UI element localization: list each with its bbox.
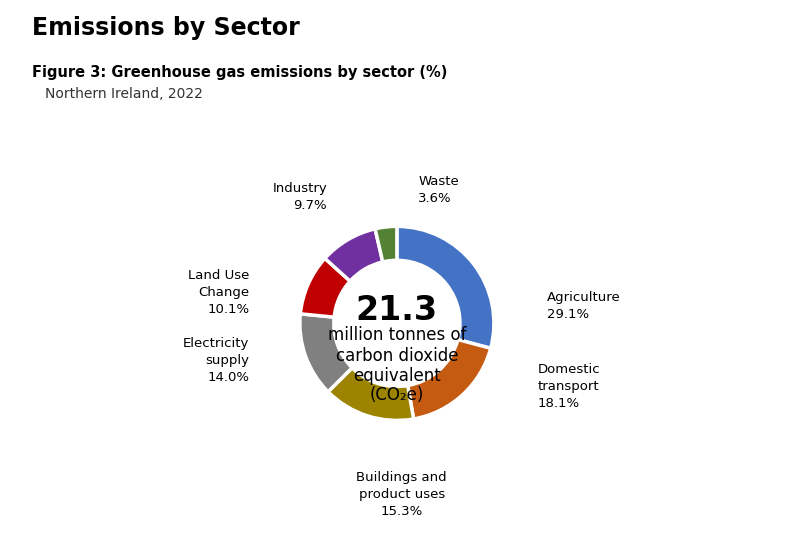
Text: Emissions by Sector: Emissions by Sector — [32, 16, 301, 40]
Text: million tonnes of: million tonnes of — [328, 326, 466, 344]
Wedge shape — [407, 340, 491, 419]
Wedge shape — [301, 258, 350, 317]
Text: carbon dioxide: carbon dioxide — [335, 348, 458, 365]
Text: 21.3: 21.3 — [356, 294, 438, 327]
Text: Northern Ireland, 2022: Northern Ireland, 2022 — [45, 87, 202, 101]
Wedge shape — [300, 314, 352, 392]
Text: (CO₂e): (CO₂e) — [369, 386, 424, 404]
Wedge shape — [375, 226, 397, 262]
Wedge shape — [325, 229, 383, 281]
Text: Electricity
supply
14.0%: Electricity supply 14.0% — [183, 337, 249, 384]
Text: Agriculture
29.1%: Agriculture 29.1% — [548, 291, 621, 321]
Text: Waste
3.6%: Waste 3.6% — [418, 175, 459, 204]
Text: Industry
9.7%: Industry 9.7% — [272, 182, 327, 212]
Wedge shape — [397, 226, 494, 348]
Text: Land Use
Change
10.1%: Land Use Change 10.1% — [188, 269, 249, 316]
Text: Domestic
transport
18.1%: Domestic transport 18.1% — [538, 363, 600, 410]
Wedge shape — [328, 368, 414, 420]
Text: Figure 3: Greenhouse gas emissions by sector (%): Figure 3: Greenhouse gas emissions by se… — [32, 65, 448, 80]
Text: equivalent: equivalent — [353, 367, 441, 385]
Text: Buildings and
product uses
15.3%: Buildings and product uses 15.3% — [356, 471, 447, 518]
